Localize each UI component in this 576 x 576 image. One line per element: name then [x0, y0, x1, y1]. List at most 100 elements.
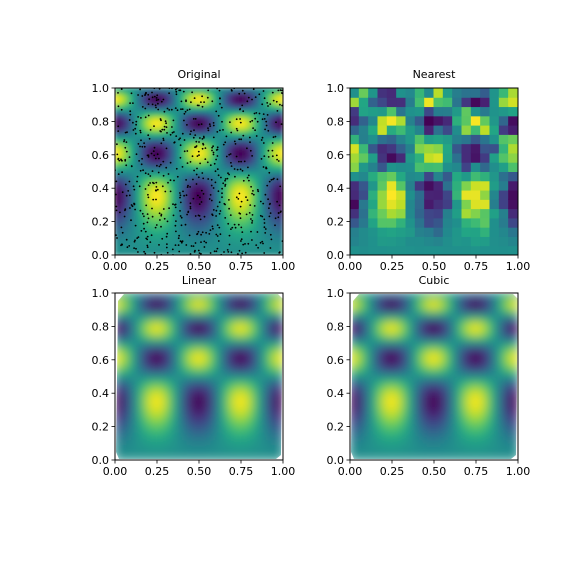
heat-cell: [278, 427, 283, 433]
heat-cell: [146, 399, 152, 405]
heat-cell: [162, 324, 168, 330]
heat-cell: [162, 250, 168, 255]
heat-cell: [190, 419, 196, 425]
heat-cell: [170, 131, 176, 137]
heat-cell: [182, 198, 188, 204]
sample-point: [198, 203, 201, 206]
heat-cell: [218, 210, 224, 216]
heat-cell: [230, 91, 236, 97]
heat-cell: [226, 447, 232, 453]
heat-cell: [202, 415, 208, 421]
heat-cell: [250, 123, 256, 129]
heat-cell: [274, 348, 280, 354]
heat-cell: [356, 389, 361, 395]
heat-cell: [150, 383, 156, 389]
heat-cell: [374, 438, 379, 444]
sample-point: [245, 213, 248, 216]
sample-point: [208, 123, 211, 126]
heat-cell: [130, 324, 136, 330]
heat-cell: [424, 96, 435, 108]
heat-cell: [254, 95, 260, 101]
heat-cell: [414, 208, 426, 219]
heat-cell: [246, 250, 252, 255]
sample-point: [151, 91, 153, 94]
heat-cell: [150, 332, 156, 338]
heat-cell: [278, 352, 283, 358]
heat-cell: [158, 316, 164, 322]
heat-cell: [190, 214, 196, 220]
heat-cell: [142, 294, 148, 298]
heat-cell: [150, 427, 156, 433]
heat-cell: [122, 383, 128, 389]
heat-cell: [162, 376, 168, 381]
heat-cell: [194, 186, 200, 192]
heat-cell: [150, 218, 156, 224]
heat-cell: [270, 178, 276, 184]
heat-cell: [150, 143, 156, 149]
heat-cell: [206, 178, 212, 184]
heat-cell: [115, 99, 120, 105]
heat-cell: [198, 294, 204, 298]
heat-cell: [254, 356, 260, 362]
heat-cell: [470, 133, 482, 145]
heat-cell: [254, 190, 260, 196]
sample-point: [149, 182, 152, 184]
heat-cell: [138, 222, 144, 228]
heat-cell: [198, 427, 204, 433]
heat-cell: [194, 344, 200, 350]
heat-cell: [218, 115, 224, 121]
heat-cell: [190, 372, 196, 377]
sample-point: [139, 209, 142, 212]
heat-cell: [182, 379, 188, 385]
heat-cell: [170, 328, 176, 334]
sample-point: [159, 219, 161, 221]
heat-cell: [154, 304, 160, 310]
heat-cell: [374, 449, 379, 454]
heat-cell: [118, 131, 124, 137]
heat-cell: [242, 387, 248, 393]
heat-cell: [356, 351, 361, 357]
heat-cell: [134, 139, 140, 145]
heat-cell: [230, 139, 236, 145]
heat-cell: [146, 222, 152, 228]
heat-cell: [116, 328, 120, 334]
heat-cell: [214, 230, 220, 236]
heat-cell: [266, 383, 272, 389]
heat-cell: [250, 324, 256, 330]
heat-cell: [138, 395, 144, 401]
sample-point: [230, 251, 233, 254]
sample-point: [226, 249, 229, 251]
heat-cell: [182, 368, 188, 374]
heat-cell: [166, 395, 172, 401]
heat-cell: [186, 222, 192, 228]
heat-cell: [115, 119, 120, 125]
heat-cell: [178, 159, 184, 165]
heat-cell: [405, 133, 416, 145]
heat-cell: [377, 88, 388, 98]
heat-cell: [230, 348, 236, 354]
heat-cell: [194, 107, 200, 113]
sample-point: [154, 104, 157, 107]
heat-cell: [234, 206, 240, 212]
sample-point: [195, 140, 198, 143]
heat-cell: [258, 407, 264, 413]
heat-cell: [270, 364, 276, 370]
heat-cell: [118, 151, 124, 157]
heat-cell: [186, 95, 192, 101]
heat-cell: [146, 360, 152, 366]
heat-cell: [258, 194, 264, 200]
heat-cell: [210, 379, 216, 385]
heat-cell: [353, 389, 358, 395]
panel-title-nearest: Nearest: [413, 68, 457, 81]
heat-cell: [154, 364, 160, 370]
heat-cell: [367, 348, 372, 353]
heat-cell: [356, 438, 361, 444]
heat-cell: [222, 455, 228, 459]
heat-cell: [126, 372, 132, 377]
heat-cell: [115, 139, 120, 145]
heat-cell: [266, 423, 272, 429]
heat-cell: [174, 147, 180, 153]
heat-cell: [190, 202, 196, 208]
heat-cell: [370, 435, 375, 440]
sample-point: [164, 120, 167, 123]
